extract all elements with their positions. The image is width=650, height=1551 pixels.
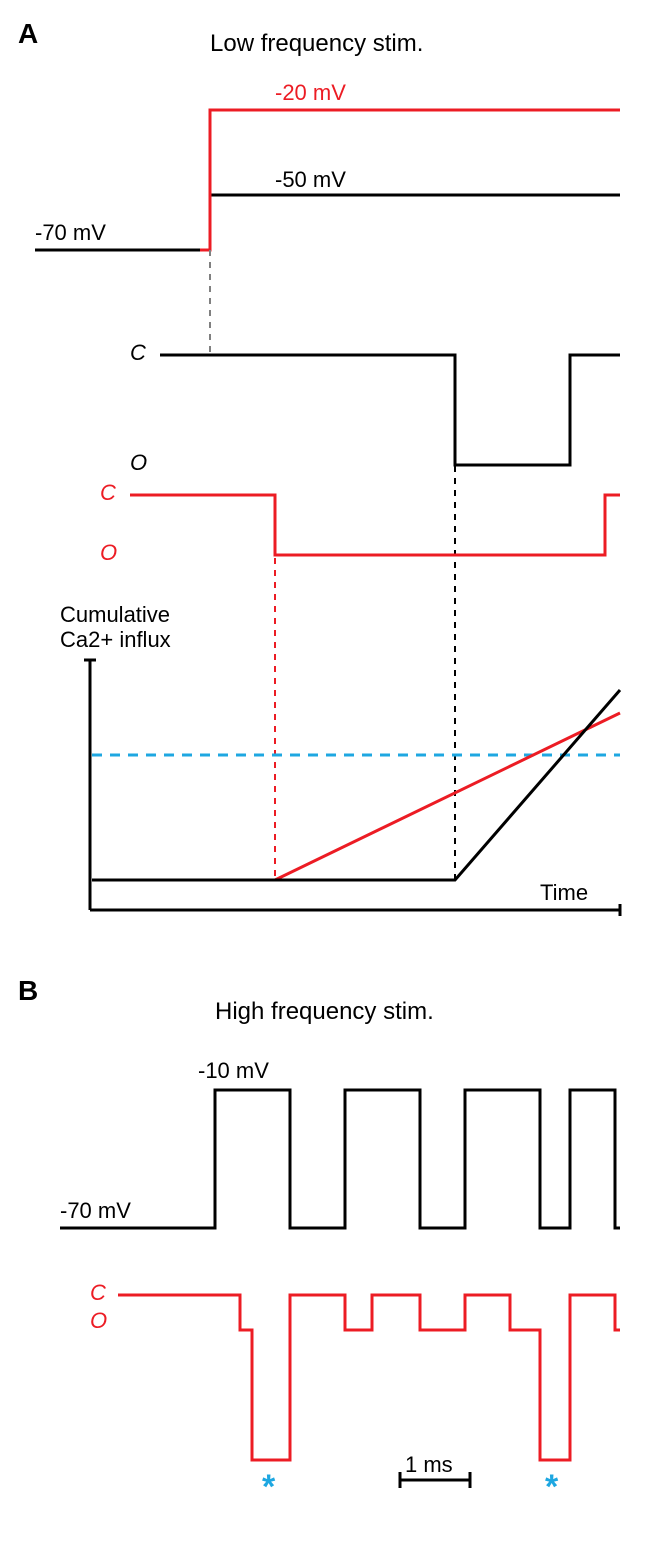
traces-svg [0, 0, 650, 1551]
figure-root: A Low frequency stim. -20 mV -50 mV -70 … [0, 0, 650, 1551]
